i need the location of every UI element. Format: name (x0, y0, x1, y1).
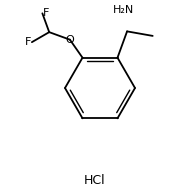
Text: F: F (25, 37, 31, 47)
Text: H₂N: H₂N (112, 5, 134, 15)
Text: HCl: HCl (84, 173, 106, 187)
Text: O: O (66, 35, 74, 45)
Text: F: F (43, 8, 50, 18)
